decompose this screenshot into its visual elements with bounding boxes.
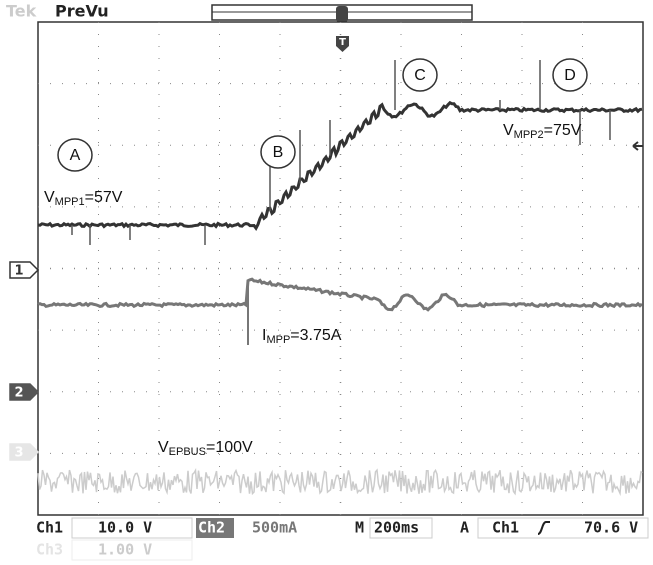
ann-rest: =75V — [544, 122, 582, 139]
region-label: B — [273, 144, 284, 161]
record-marker — [336, 6, 348, 22]
oscilloscope-screen: Tek PreVu T ABCD 123 VMPP1=57V VMPP2=75V… — [0, 0, 653, 561]
ann-rest: =57V — [85, 189, 123, 206]
brand: Tek — [6, 2, 37, 21]
channel-marker-label: 2 — [14, 386, 23, 401]
status-text: 200ms — [374, 519, 419, 537]
status-text: Ch3 — [36, 541, 63, 559]
status-text: Ch1 — [492, 519, 519, 537]
status-text: 70.6 V — [584, 519, 638, 537]
ann-sub: MPP1 — [55, 196, 85, 208]
status-text: 1.00 V — [98, 541, 152, 559]
status-text: 10.0 V — [98, 519, 152, 537]
region-label: D — [564, 67, 576, 84]
status-text: 500mA — [252, 519, 297, 537]
mode: PreVu — [55, 2, 109, 21]
ann-sub: MPP — [266, 334, 290, 346]
channel-marker-label: 1 — [14, 264, 23, 279]
ann-main: V — [158, 439, 169, 456]
ann-main: V — [503, 122, 514, 139]
region-label: A — [70, 147, 81, 164]
region-label: C — [414, 67, 426, 84]
status-text: Ch2 — [198, 519, 225, 537]
ann-rest: =3.75A — [290, 327, 341, 344]
trigger-label: T — [339, 37, 346, 48]
ann-main: V — [44, 189, 55, 206]
channel-marker-label: 3 — [14, 446, 23, 461]
ann-sub: EPBUS — [169, 446, 206, 458]
status-text: A — [460, 519, 469, 537]
ann-rest: =100V — [206, 439, 253, 456]
ann-sub: MPP2 — [514, 129, 544, 141]
status-text: M — [355, 519, 364, 537]
status-text: Ch1 — [36, 519, 63, 537]
